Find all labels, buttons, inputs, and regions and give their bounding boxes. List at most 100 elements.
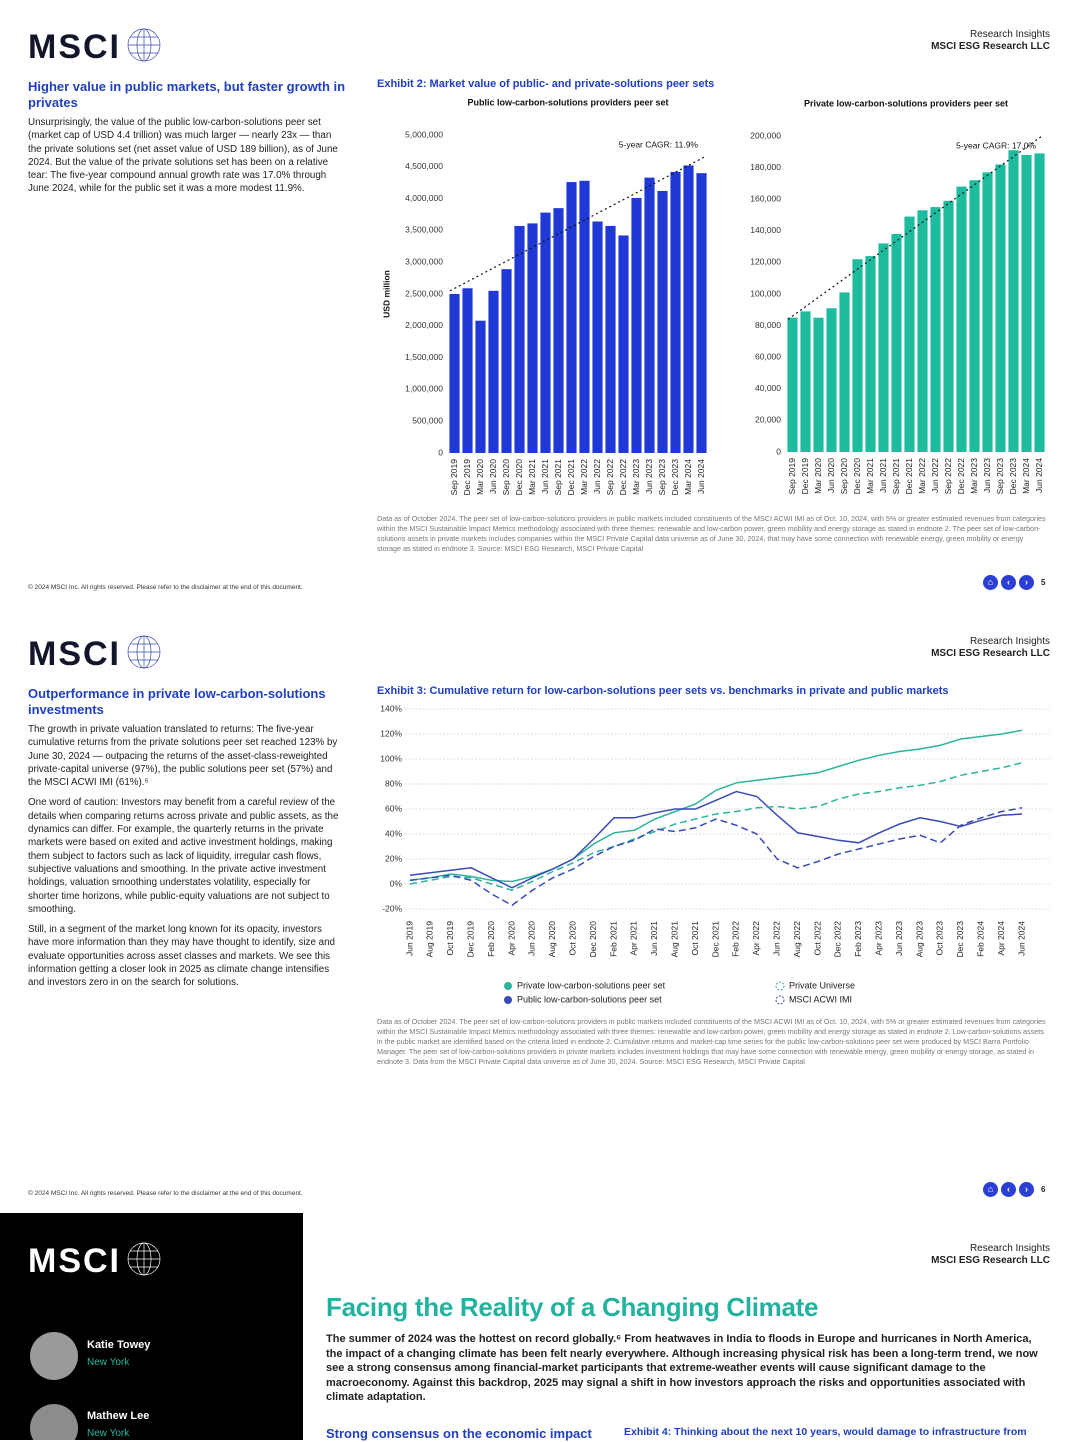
x-tick-label: Feb 2020 <box>486 921 496 957</box>
bar <box>800 311 811 452</box>
trend-line <box>787 135 1043 320</box>
bar <box>579 180 590 454</box>
line-series <box>409 790 1023 889</box>
x-tick-label: Dec 2023 <box>955 921 965 958</box>
y-tick-label: 2,000,000 <box>405 320 443 330</box>
x-tick-label: Oct 2023 <box>935 921 945 956</box>
y-tick-label: 4,000,000 <box>405 193 443 203</box>
section-heading: Higher value in public markets, but fast… <box>28 79 346 110</box>
y-tick-label: 0 <box>776 446 781 456</box>
x-tick-label: Apr 2021 <box>629 921 639 956</box>
source-note: Data as of October 2024. The peer set of… <box>377 1017 1046 1066</box>
x-tick-label: Jun 2021 <box>649 921 659 956</box>
legend-marker <box>775 981 785 991</box>
x-tick-label: Jun 2020 <box>527 921 537 956</box>
x-tick-label: Mar 2023 <box>969 458 979 494</box>
home-button[interactable]: ⌂ <box>983 575 998 590</box>
x-tick-label: Dec 2021 <box>904 458 914 495</box>
x-tick-label: Dec 2020 <box>514 459 524 496</box>
y-tick-label: 3,500,000 <box>405 225 443 235</box>
y-tick-label: 3,000,000 <box>405 256 443 266</box>
x-tick-label: Sep 2022 <box>605 459 615 496</box>
page-nav: ⌂ ‹ › 5 <box>983 575 1045 590</box>
series: Research Insights <box>969 636 1050 647</box>
paragraph: Still, in a segment of the market long k… <box>28 924 335 989</box>
x-tick-label: Dec 2022 <box>618 459 628 496</box>
next-button[interactable]: › <box>1019 1182 1034 1197</box>
x-tick-label: Jun 2020 <box>488 459 498 494</box>
bar <box>826 308 837 452</box>
bar <box>995 164 1006 452</box>
x-tick-label: Mar 2022 <box>579 459 589 495</box>
bar <box>852 259 863 452</box>
y-tick-label: 200,000 <box>750 130 781 140</box>
y-tick-label: 60% <box>385 803 402 813</box>
x-tick-label: Dec 2020 <box>852 458 862 495</box>
publisher: MSCI ESG Research LLC <box>931 648 1050 659</box>
x-tick-label: Dec 2021 <box>566 459 576 496</box>
bar <box>982 172 993 452</box>
x-tick-label: Jun 2024 <box>696 459 706 494</box>
prev-button[interactable]: ‹ <box>1001 1182 1016 1197</box>
x-tick-label: Mar 2022 <box>917 458 927 494</box>
bar <box>657 190 668 453</box>
legend-marker <box>504 996 512 1004</box>
next-button[interactable]: › <box>1019 575 1034 590</box>
x-tick-label: Mar 2021 <box>865 458 875 494</box>
logo-globe <box>127 635 161 669</box>
bar <box>1021 154 1032 452</box>
y-tick-label: 500,000 <box>412 415 443 425</box>
x-tick-label: Aug 2020 <box>547 921 557 958</box>
chart-title: Public low-carbon-solutions providers pe… <box>467 97 668 107</box>
x-tick-label: Feb 2022 <box>731 921 741 957</box>
author-photo <box>30 1332 78 1380</box>
intro-text: The summer of 2024 was the hottest on re… <box>326 1333 1038 1403</box>
x-tick-label: Mar 2020 <box>813 458 823 494</box>
x-tick-label: Feb 2023 <box>853 921 863 957</box>
logo: MSCI <box>28 28 121 66</box>
bar <box>696 173 707 453</box>
x-tick-label: Jun 2022 <box>930 458 940 493</box>
author-location: New York <box>87 1428 130 1439</box>
author-photo <box>30 1404 78 1440</box>
x-tick-label: Mar 2023 <box>631 459 641 495</box>
line-series <box>409 762 1023 892</box>
x-tick-label: Dec 2019 <box>800 458 810 495</box>
header: Research Insights MSCI ESG Research LLC <box>931 29 1050 53</box>
x-tick-label: Jun 2023 <box>982 458 992 493</box>
bar <box>917 210 928 452</box>
x-tick-label: Jun 2022 <box>592 459 602 494</box>
body-text: Unsurprisingly, the value of the public … <box>28 116 340 203</box>
prev-button[interactable]: ‹ <box>1001 575 1016 590</box>
y-tick-label: 2,500,000 <box>405 288 443 298</box>
legend-label: Private Universe <box>789 980 855 990</box>
line-series <box>409 729 1023 883</box>
logo-globe <box>127 28 161 62</box>
bar <box>501 269 512 453</box>
x-tick-label: Aug 2019 <box>425 921 435 958</box>
series: Research Insights <box>969 29 1050 40</box>
bar <box>930 207 941 452</box>
x-tick-label: Dec 2021 <box>710 921 720 958</box>
legend-label: MSCI ACWI IMI <box>789 994 852 1004</box>
legend-marker <box>504 982 512 990</box>
home-button[interactable]: ⌂ <box>983 1182 998 1197</box>
x-tick-label: Feb 2024 <box>975 921 985 957</box>
y-tick-label: 0% <box>390 878 403 888</box>
x-tick-label: Oct 2020 <box>567 921 577 956</box>
y-axis-label: USD million <box>381 270 391 318</box>
x-tick-label: Mar 2020 <box>475 459 485 495</box>
legend-label: Private low-carbon-solutions peer set <box>517 980 666 990</box>
exhibit-title: Exhibit 4: Thinking about the next 10 ye… <box>624 1426 1027 1438</box>
x-tick-label: Aug 2021 <box>669 921 679 958</box>
y-tick-label: 40% <box>385 828 402 838</box>
section-heading: Outperformance in private low-carbon-sol… <box>28 686 326 717</box>
y-tick-label: 1,500,000 <box>405 352 443 362</box>
x-tick-label: Jun 2021 <box>878 458 888 493</box>
bar <box>943 200 954 452</box>
x-tick-label: Apr 2024 <box>996 921 1006 956</box>
section-heading: Strong consensus on the economic impact <box>326 1426 592 1441</box>
y-tick-label: 20,000 <box>755 415 781 425</box>
y-tick-label: -20% <box>382 903 402 913</box>
